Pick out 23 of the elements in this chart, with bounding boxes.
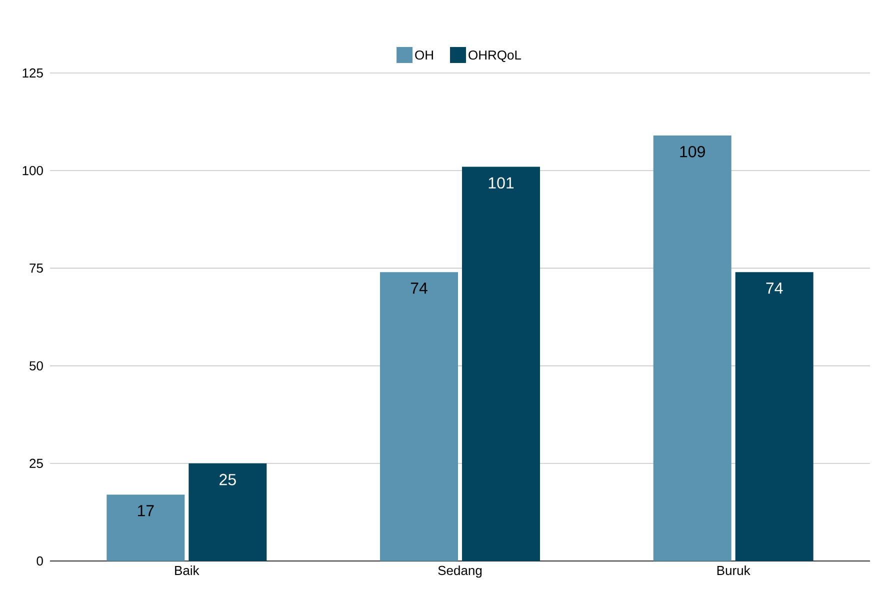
legend-label: OHRQoL bbox=[468, 50, 522, 62]
y-tick-label: 0 bbox=[36, 556, 43, 566]
data-label: 74 bbox=[766, 282, 783, 294]
y-tick-label: 125 bbox=[22, 68, 43, 78]
bar bbox=[380, 272, 458, 561]
y-tick-label: 25 bbox=[30, 458, 43, 468]
y-tick-label: 100 bbox=[22, 166, 43, 176]
bar bbox=[188, 463, 267, 561]
bar bbox=[106, 494, 185, 561]
legend-label: OH bbox=[415, 50, 433, 60]
x-tick-label: Sedang bbox=[438, 566, 482, 578]
x-tick-label: Baik bbox=[175, 566, 200, 576]
bar bbox=[462, 166, 540, 561]
y-tick-label: 50 bbox=[30, 361, 43, 370]
data-label: 17 bbox=[138, 505, 154, 516]
data-label: 109 bbox=[680, 146, 705, 158]
bar bbox=[735, 272, 814, 561]
data-label: 25 bbox=[220, 474, 236, 486]
y-tick-label: 75 bbox=[30, 264, 43, 273]
data-label: 101 bbox=[488, 177, 514, 189]
bar bbox=[653, 135, 732, 561]
x-tick-label: Buruk bbox=[717, 566, 750, 576]
data-label: 74 bbox=[410, 282, 428, 294]
